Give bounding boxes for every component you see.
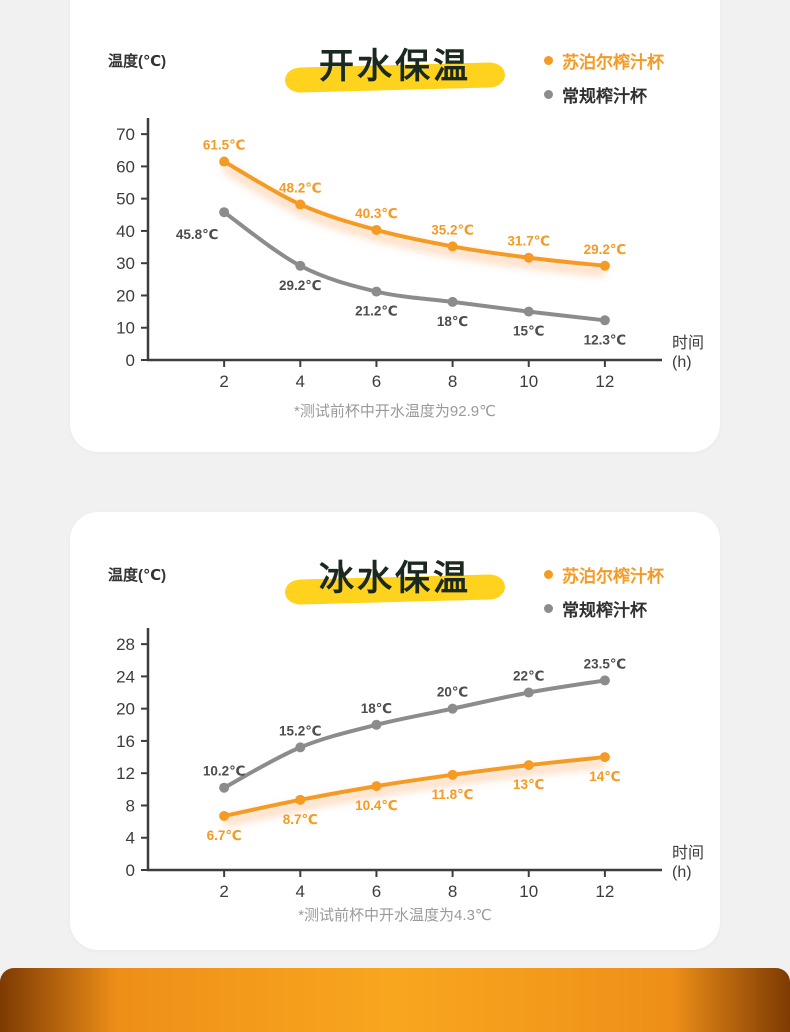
svg-text:24: 24 <box>116 667 135 686</box>
svg-text:22℃: 22℃ <box>513 669 544 684</box>
svg-text:40: 40 <box>116 222 135 241</box>
legend-item-supor-cup: 苏泊尔榨汁杯 <box>544 48 664 73</box>
svg-text:6: 6 <box>372 372 381 391</box>
svg-text:8: 8 <box>448 372 457 391</box>
svg-text:20℃: 20℃ <box>437 685 468 700</box>
svg-text:29.2℃: 29.2℃ <box>584 242 627 257</box>
svg-text:4: 4 <box>296 882 305 901</box>
svg-text:6.7℃: 6.7℃ <box>207 828 242 843</box>
ice-water-card: 温度(℃) 冰水保温 苏泊尔榨汁杯 常规榨汁杯 0 4 8 12 16 20 24 28 2 4 6… <box>70 512 720 950</box>
svg-text:18℃: 18℃ <box>361 701 392 716</box>
svg-text:35.2℃: 35.2℃ <box>431 222 474 237</box>
svg-text:10: 10 <box>519 882 538 901</box>
svg-text:50: 50 <box>116 190 135 209</box>
hot-water-line-chart: 0 10 20 30 40 50 60 70 2 4 6 8 10 12 时间(h) 61.5℃ 48.2℃ 40… <box>116 118 704 391</box>
svg-text:15.2℃: 15.2℃ <box>279 723 322 738</box>
legend-dot-icon <box>544 570 553 579</box>
svg-text:21.2℃: 21.2℃ <box>355 304 398 319</box>
svg-text:16: 16 <box>116 732 135 751</box>
legend-item-supor-cup: 苏泊尔榨汁杯 <box>544 562 664 587</box>
svg-text:20: 20 <box>116 700 135 719</box>
legend-dot-icon <box>544 90 553 99</box>
svg-text:10.2℃: 10.2℃ <box>203 764 246 779</box>
svg-text:12: 12 <box>116 764 135 783</box>
hot-water-card: 温度(℃) 开水保温 苏泊尔榨汁杯 常规榨汁杯 0 10 20 30 40 50 60 70 2… <box>70 0 720 452</box>
svg-text:4: 4 <box>296 372 305 391</box>
svg-text:15℃: 15℃ <box>513 324 544 339</box>
svg-text:10.4℃: 10.4℃ <box>355 798 398 813</box>
svg-text:6: 6 <box>372 882 381 901</box>
svg-text:18℃: 18℃ <box>437 314 468 329</box>
legend: 苏泊尔榨汁杯 常规榨汁杯 <box>544 48 664 107</box>
svg-text:8.7℃: 8.7℃ <box>283 812 318 827</box>
chart-title-text: 开水保温 <box>318 47 471 86</box>
svg-text:13℃: 13℃ <box>513 777 544 792</box>
svg-text:4: 4 <box>126 829 135 848</box>
svg-text:0: 0 <box>126 351 135 370</box>
svg-text:时间(h): 时间(h) <box>672 844 704 881</box>
svg-text:31.7℃: 31.7℃ <box>507 234 550 249</box>
legend-label: 苏泊尔榨汁杯 <box>562 53 664 72</box>
svg-text:28: 28 <box>116 635 135 654</box>
legend: 苏泊尔榨汁杯 常规榨汁杯 <box>544 562 664 621</box>
svg-text:23.5℃: 23.5℃ <box>584 656 627 671</box>
legend-item-regular-cup: 常规榨汁杯 <box>544 596 664 621</box>
svg-text:14℃: 14℃ <box>589 769 620 784</box>
svg-text:70: 70 <box>116 125 135 144</box>
hot-water-footnote: *测试前杯中开水温度为92.9℃ <box>294 403 496 420</box>
svg-text:30: 30 <box>116 254 135 273</box>
legend-item-regular-cup: 常规榨汁杯 <box>544 82 664 107</box>
svg-text:12: 12 <box>595 372 614 391</box>
chart-title-text: 冰水保温 <box>318 559 471 598</box>
svg-text:10: 10 <box>519 372 538 391</box>
y-axis-unit-label: 温度(℃) <box>108 53 167 70</box>
y-axis-unit-label: 温度(℃) <box>108 567 167 584</box>
svg-text:29.2℃: 29.2℃ <box>279 278 322 293</box>
legend-label: 常规榨汁杯 <box>562 87 647 106</box>
svg-text:10: 10 <box>116 319 135 338</box>
legend-label: 苏泊尔榨汁杯 <box>562 567 664 586</box>
svg-text:48.2℃: 48.2℃ <box>279 180 322 195</box>
svg-text:时间(h): 时间(h) <box>672 334 704 371</box>
svg-text:0: 0 <box>126 861 135 880</box>
svg-text:61.5℃: 61.5℃ <box>203 138 246 153</box>
legend-dot-icon <box>544 604 553 613</box>
legend-label: 常规榨汁杯 <box>562 601 647 620</box>
svg-text:45.8℃: 45.8℃ <box>176 227 219 242</box>
svg-text:8: 8 <box>448 882 457 901</box>
svg-text:8: 8 <box>126 796 135 815</box>
svg-text:40.3℃: 40.3℃ <box>355 206 398 221</box>
svg-text:2: 2 <box>219 882 228 901</box>
svg-text:20: 20 <box>116 286 135 305</box>
bottom-orange-banner <box>0 968 790 1032</box>
legend-dot-icon <box>544 56 553 65</box>
hot-water-title: 开水保温 <box>70 47 720 93</box>
svg-text:11.8℃: 11.8℃ <box>432 787 474 802</box>
svg-text:60: 60 <box>116 157 135 176</box>
svg-text:12.3℃: 12.3℃ <box>584 332 627 347</box>
svg-text:2: 2 <box>219 372 228 391</box>
svg-text:12: 12 <box>595 882 614 901</box>
ice-water-footnote: *测试前杯中开水温度为4.3℃ <box>298 907 492 924</box>
ice-water-title: 冰水保温 <box>70 559 720 605</box>
